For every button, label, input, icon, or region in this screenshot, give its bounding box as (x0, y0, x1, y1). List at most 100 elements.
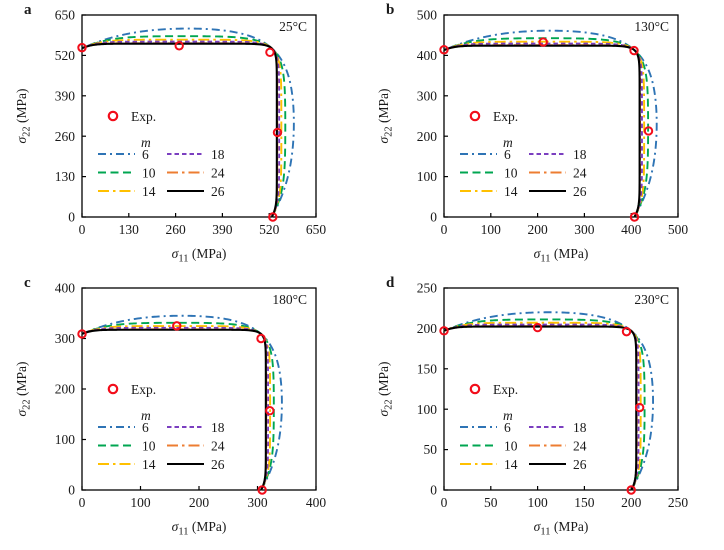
y-tick-label: 50 (424, 442, 438, 457)
legend-value-m14: 14 (504, 457, 518, 472)
y-tick-label: 300 (55, 331, 76, 346)
legend-exp-label: Exp. (131, 109, 156, 124)
legend-value-m26: 26 (573, 457, 587, 472)
x-tick-label: 0 (79, 222, 86, 237)
plot-frame (443, 14, 679, 218)
x-tick-label: 130 (119, 222, 140, 237)
exp-point (439, 326, 449, 336)
legend-value-m6: 6 (142, 420, 149, 435)
legend-param-label: m (503, 135, 513, 150)
legend-exp-label: Exp. (493, 109, 518, 124)
y-tick-label: 300 (417, 88, 438, 103)
legend: Exp. m6 18 10 24 14 26 (98, 109, 225, 199)
temperature-label: 25°C (279, 19, 307, 34)
temperature-label: 180°C (272, 292, 307, 307)
x-tick-label: 150 (574, 495, 595, 510)
legend-value-m6: 6 (142, 147, 149, 162)
curve-m10 (81, 35, 287, 218)
x-tick-label: 0 (79, 495, 86, 510)
legend-value-m10: 10 (504, 165, 518, 180)
panel-a: 0 130 260 390 520 650 0 130 260 390 520 650 σ11 (MPa… (0, 0, 362, 273)
x-tick-label: 100 (130, 495, 151, 510)
y-axis-label: σ22 (MPa) (14, 88, 33, 143)
y-tick-label: 100 (417, 402, 438, 417)
legend-value-m10: 10 (142, 165, 156, 180)
curve-m14 (81, 38, 283, 218)
y-tick-label: 200 (55, 382, 76, 397)
exp-point (172, 321, 182, 331)
exp-point (621, 326, 632, 337)
y-tick-label: 0 (68, 483, 75, 498)
legend-exp-marker (469, 110, 481, 122)
legend-value-m18: 18 (573, 420, 587, 435)
legend-value-m14: 14 (142, 184, 156, 199)
y-tick-label: 650 (55, 8, 76, 23)
curve-m24 (81, 328, 268, 491)
exp-point (265, 406, 275, 416)
exp-point (77, 329, 87, 339)
legend-value-m24: 24 (211, 165, 225, 180)
y-tick-label: 150 (417, 361, 438, 376)
x-tick-label: 390 (212, 222, 233, 237)
x-tick-label: 260 (165, 222, 186, 237)
curve-m6 (443, 29, 658, 218)
curve-m6 (81, 27, 295, 218)
panel-c: 0 100 200 300 400 0 100 200 300 400 σ11 (MPa) σ22 (… (0, 273, 362, 545)
legend: Exp. m6 18 10 24 14 26 (460, 109, 587, 199)
x-tick-label: 520 (259, 222, 280, 237)
curve-m14 (81, 325, 272, 491)
panel-d: 0 50 100 150 200 250 0 50 100 150 200 250 σ11 (MPa) σ… (362, 273, 724, 545)
x-tick-label: 650 (306, 222, 327, 237)
plot-frame (81, 14, 317, 218)
x-axis-label: σ11 (MPa) (534, 519, 589, 538)
x-tick-label: 200 (189, 495, 210, 510)
legend-value-m6: 6 (504, 147, 511, 162)
x-tick-label: 500 (668, 222, 689, 237)
chart-b: 0 100 200 300 400 500 0 100 200 300 400 500 σ11 (MPa… (376, 2, 689, 265)
y-tick-label: 100 (417, 169, 438, 184)
x-tick-label: 50 (484, 495, 498, 510)
exp-point (257, 485, 267, 495)
chart-d: 0 50 100 150 200 250 0 50 100 150 200 250 σ11 (MPa) σ… (376, 275, 689, 538)
legend-value-m18: 18 (573, 147, 587, 162)
y-axis-label: σ22 (MPa) (376, 88, 395, 143)
y-tick-label: 100 (55, 432, 76, 447)
y-tick-label: 520 (55, 48, 76, 63)
panel-letter: c (24, 275, 31, 291)
exp-point (268, 212, 278, 222)
legend-exp-marker (107, 383, 119, 395)
curve-m10 (81, 321, 275, 491)
x-tick-label: 250 (668, 495, 689, 510)
exp-point (626, 485, 636, 495)
legend-value-m10: 10 (142, 438, 156, 453)
legend-value-m24: 24 (211, 438, 225, 453)
legend-exp-label: Exp. (493, 382, 518, 397)
curve-m14 (443, 40, 646, 218)
legend-value-m24: 24 (573, 438, 587, 453)
exp-point (532, 322, 543, 333)
x-axis-label: σ11 (MPa) (172, 519, 227, 538)
legend-exp-marker (107, 110, 119, 122)
curve-m26 (443, 325, 638, 491)
panel-letter: d (386, 275, 395, 291)
x-tick-label: 0 (441, 495, 448, 510)
x-tick-label: 400 (621, 222, 642, 237)
legend-value-m26: 26 (211, 457, 225, 472)
curve-m26 (443, 44, 641, 218)
legend-exp-marker (469, 383, 481, 395)
curve-m18 (443, 323, 640, 491)
chart-c: 0 100 200 300 400 0 100 200 300 400 σ11 (MPa) σ22 (… (14, 275, 326, 538)
x-tick-label: 200 (527, 222, 548, 237)
plot-frame (443, 287, 679, 491)
legend-param-label: m (141, 135, 151, 150)
x-tick-label: 0 (441, 222, 448, 237)
legend-value-m26: 26 (211, 184, 225, 199)
legend-exp-label: Exp. (131, 382, 156, 397)
y-tick-label: 0 (430, 210, 437, 225)
legend-value-m24: 24 (573, 165, 587, 180)
legend-value-m6: 6 (504, 420, 511, 435)
x-axis-label: σ11 (MPa) (534, 246, 589, 265)
y-tick-label: 250 (417, 281, 438, 296)
x-tick-label: 100 (481, 222, 502, 237)
y-tick-label: 500 (417, 8, 438, 23)
